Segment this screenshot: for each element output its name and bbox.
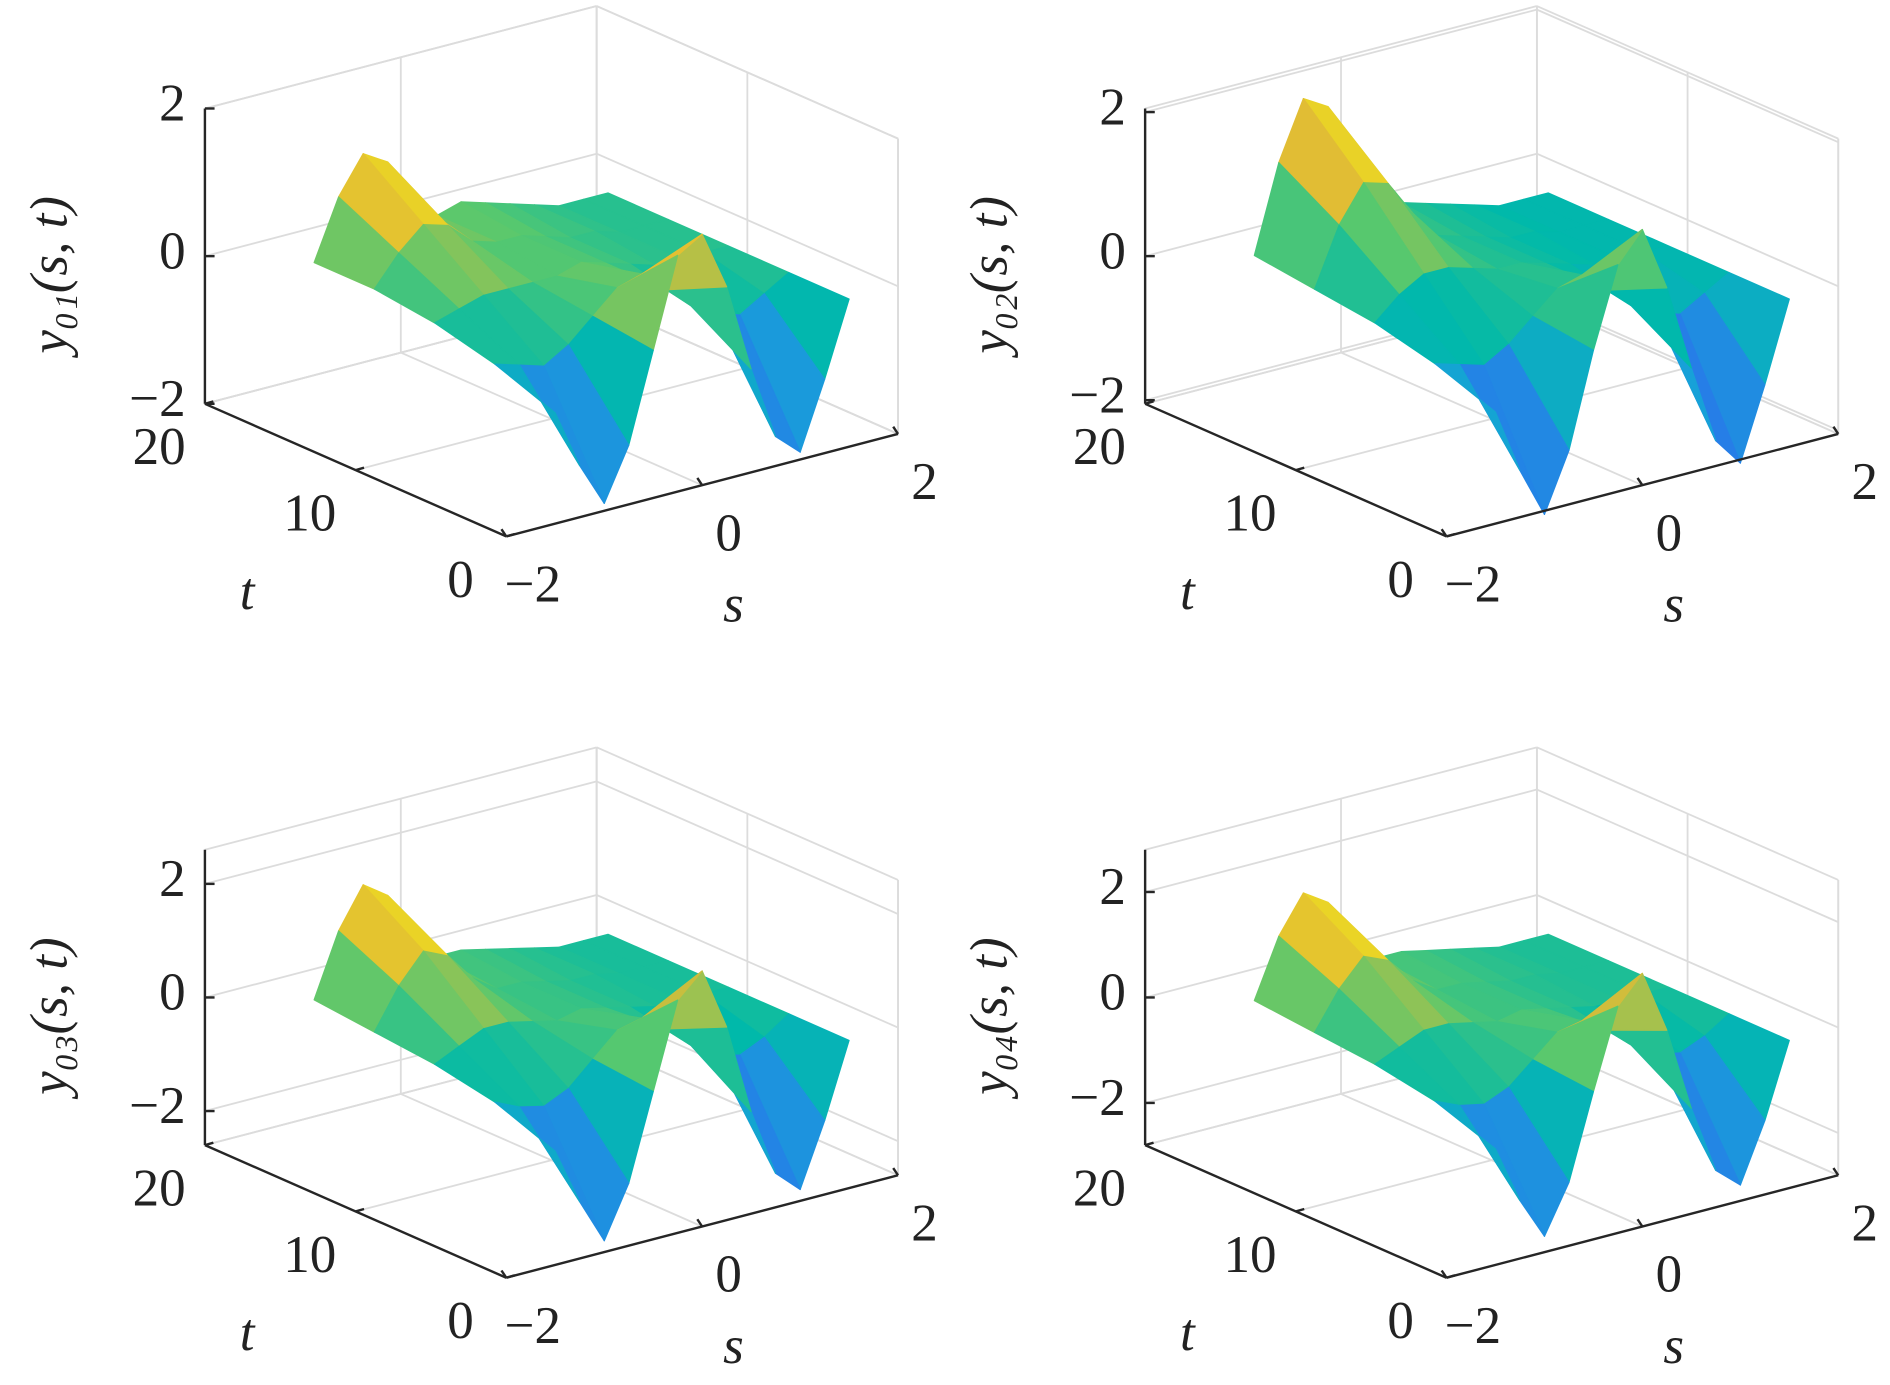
surface-cell [494, 1101, 581, 1203]
z-tick-label: −2 [129, 1077, 185, 1135]
s-tick-label: −2 [505, 1297, 561, 1355]
t-axis-label: t [240, 563, 256, 621]
grid-line [1144, 788, 1538, 893]
s-tick-label: 0 [715, 504, 742, 562]
t-tick [505, 1274, 516, 1279]
z-tick-label: −2 [1069, 1069, 1125, 1127]
t-tick-label: 10 [283, 1226, 336, 1284]
grid-line [1144, 8, 1538, 113]
z-tick-label: 2 [1099, 858, 1126, 916]
z-axis-label: y₀₁(s, t) [20, 196, 78, 359]
s-tick-label: 0 [715, 1246, 742, 1304]
grid-line [596, 152, 899, 288]
s-tick [500, 528, 508, 538]
t-tick-label: 0 [1387, 1292, 1414, 1350]
s-tick [1636, 1218, 1644, 1228]
s-tick [696, 1218, 704, 1228]
s-tick [1440, 528, 1448, 538]
z-tick-label: 0 [159, 222, 186, 280]
grid-line [1536, 788, 1839, 923]
t-tick [1144, 1141, 1154, 1147]
t-axis-label: t [1180, 563, 1196, 621]
s-tick-label: 2 [1851, 453, 1878, 511]
t-tick-label: 20 [1073, 418, 1126, 476]
s-tick-label: −2 [1445, 1297, 1501, 1355]
s-tick-label: 2 [911, 1194, 938, 1252]
s-tick-label: 0 [1656, 504, 1683, 562]
t-tick-label: 0 [1387, 551, 1414, 609]
s-axis-label: s [723, 576, 744, 634]
t-tick-label: 10 [1223, 484, 1276, 542]
grid-line [596, 780, 899, 915]
t-tick-label: 20 [1073, 1160, 1126, 1218]
t-tick [1446, 532, 1456, 538]
t-tick-label: 10 [283, 484, 336, 542]
grid-line [1536, 894, 1839, 1029]
s-tick-label: 2 [911, 453, 938, 511]
s-tick [1832, 1167, 1840, 1176]
t-axis [1144, 402, 1447, 538]
t-tick-label: 20 [133, 1160, 186, 1218]
z-tick-label: −2 [1069, 366, 1125, 424]
s-tick [696, 477, 704, 486]
t-axis-label: t [240, 1304, 256, 1362]
s-tick-label: 2 [1851, 1194, 1878, 1252]
t-tick [505, 532, 516, 538]
t-tick-label: 20 [133, 418, 186, 476]
grid-line [596, 5, 899, 140]
s-axis [1446, 432, 1839, 538]
s-axis [505, 432, 899, 538]
z-tick-label: 2 [159, 75, 186, 133]
s-tick [1636, 477, 1644, 486]
z-tick-label: 2 [1099, 78, 1126, 136]
s-tick [1832, 426, 1840, 435]
s-tick [892, 1167, 900, 1176]
t-tick [355, 1207, 365, 1213]
s-tick [1440, 1269, 1448, 1279]
t-tick-label: 0 [447, 1292, 474, 1350]
grid-line [204, 5, 597, 110]
grid-line [596, 894, 899, 1029]
s-axis-label: s [723, 1317, 744, 1375]
t-tick [1446, 1274, 1456, 1279]
s-tick-label: −2 [1445, 556, 1501, 614]
grid-line [355, 1108, 748, 1213]
t-tick [1144, 400, 1154, 405]
z-axis-label: y₀₄(s, t) [961, 937, 1019, 1100]
surface-cell [494, 363, 581, 467]
z-tick-label: 0 [1099, 964, 1126, 1022]
z-axis-label: y₀₂(s, t) [961, 196, 1019, 359]
t-tick-label: 0 [447, 551, 474, 609]
surface-cell [1434, 363, 1521, 471]
s-tick-label: 0 [1656, 1246, 1683, 1304]
t-tick [204, 1141, 214, 1147]
z-tick-label: −2 [129, 370, 185, 428]
t-tick [204, 400, 214, 405]
t-tick [1295, 1207, 1305, 1213]
z-axis-label: y₀₃(s, t) [20, 937, 78, 1100]
s-tick-label: −2 [505, 556, 561, 614]
grid-line [204, 780, 597, 885]
t-axis-label: t [1180, 1304, 1196, 1362]
s-axis-label: s [1663, 1317, 1684, 1375]
z-tick-label: 0 [1099, 222, 1126, 280]
t-tick [355, 466, 365, 472]
s-axis-label: s [1663, 576, 1684, 634]
surface-cell [1434, 1100, 1521, 1202]
t-tick-label: 10 [1223, 1226, 1276, 1284]
z-tick-label: 0 [159, 964, 186, 1022]
grid-line [1536, 152, 1839, 288]
t-tick [1295, 466, 1305, 472]
grid-line [1295, 1108, 1688, 1213]
z-tick-label: 2 [159, 850, 186, 908]
grid-line [1536, 8, 1839, 144]
s-tick [892, 426, 900, 435]
s-tick [500, 1269, 508, 1279]
